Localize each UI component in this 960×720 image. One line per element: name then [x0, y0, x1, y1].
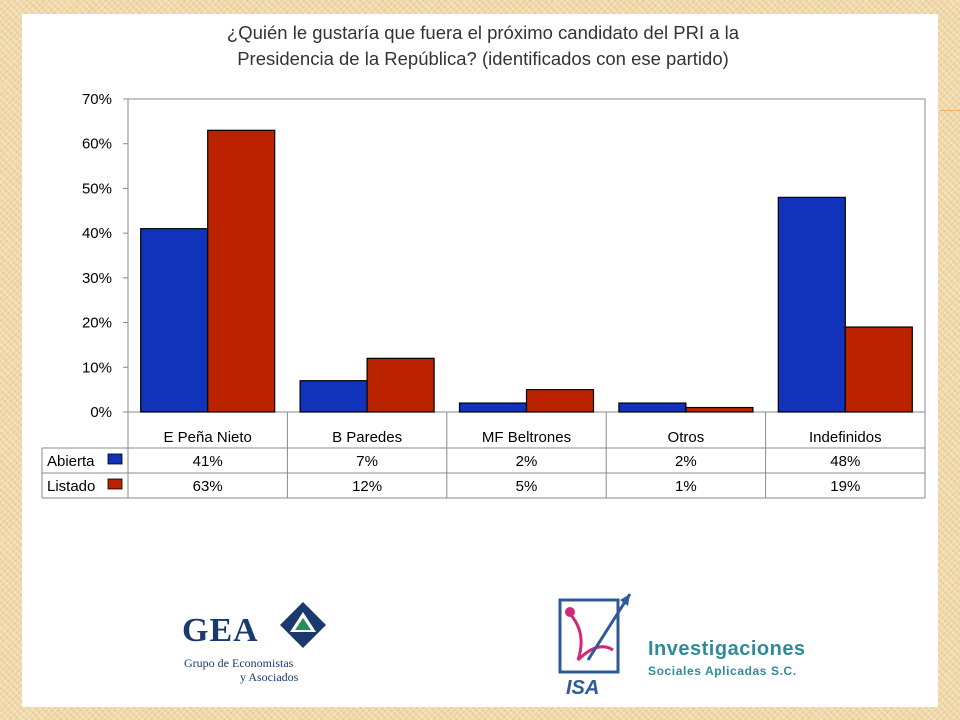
category-label: E Peña Nieto	[164, 429, 252, 446]
category-label: Otros	[668, 429, 705, 446]
isa-logo-subtitle: Sociales Aplicadas S.C.	[648, 664, 797, 678]
series-label-abierta: Abierta	[47, 453, 95, 470]
data-label-listado: 5%	[516, 478, 538, 495]
data-label-listado: 63%	[193, 478, 223, 495]
bar-abierta-3	[618, 402, 687, 413]
series-label-listado: Listado	[47, 478, 95, 495]
isa-mark-text: ISA	[566, 677, 599, 699]
bar-listado-0	[207, 129, 276, 413]
bar-listado-2	[525, 389, 595, 413]
bar-abierta-0	[140, 228, 209, 413]
category-label: B Paredes	[332, 429, 402, 446]
chart-title-line-1: ¿Quién le gustaría que fuera el próximo …	[227, 22, 740, 43]
isa-logo: ISA Investigaciones Sociales Aplicadas S…	[558, 590, 818, 702]
data-label-abierta: 2%	[675, 453, 697, 470]
gea-logo-text: GEA	[182, 612, 259, 649]
legend-swatch-listado	[107, 478, 123, 490]
data-label-abierta: 2%	[516, 453, 538, 470]
data-label-abierta: 48%	[830, 453, 860, 470]
data-label-listado: 12%	[352, 478, 382, 495]
legend-swatch-abierta	[107, 453, 123, 465]
y-tick-label: 20%	[82, 315, 112, 332]
bar-listado-4	[844, 326, 913, 413]
gea-logo: GEA Grupo de Economistas y Asociados	[182, 600, 342, 690]
chart-title-line-2: Presidencia de la República? (identifica…	[237, 48, 729, 69]
y-tick-label: 30%	[82, 270, 112, 287]
data-label-listado: 19%	[830, 478, 860, 495]
y-tick-label: 50%	[82, 180, 112, 197]
y-tick-label: 40%	[82, 225, 112, 242]
y-tick-label: 10%	[82, 359, 112, 376]
bar-listado-3	[685, 406, 754, 413]
data-table: E Peña Nieto B Paredes MF Beltrones Otros In…	[41, 412, 926, 499]
isa-emblem-icon: ISA	[558, 593, 632, 699]
gea-logo-subtitle-2: y Asociados	[240, 670, 299, 684]
data-label-abierta: 7%	[356, 453, 378, 470]
plot-area: 0% 10% 20% 30% 40% 50% 60% 70%	[82, 91, 926, 421]
bar-listado-1	[366, 357, 435, 413]
y-tick-label: 60%	[82, 136, 112, 153]
bar-abierta-4	[777, 196, 846, 413]
data-label-abierta: 41%	[193, 453, 223, 470]
category-label: Indefinidos	[809, 429, 882, 446]
bar-abierta-1	[299, 380, 368, 413]
accent-line	[940, 110, 960, 111]
gea-emblem-icon	[280, 602, 326, 648]
gea-logo-subtitle-1: Grupo de Economistas	[184, 656, 294, 670]
y-tick-label: 70%	[82, 91, 112, 108]
category-label: MF Beltrones	[482, 429, 571, 446]
data-label-listado: 1%	[675, 478, 697, 495]
bar-abierta-2	[458, 402, 528, 413]
y-tick-label: 0%	[90, 404, 112, 421]
isa-logo-name: Investigaciones	[648, 638, 806, 660]
